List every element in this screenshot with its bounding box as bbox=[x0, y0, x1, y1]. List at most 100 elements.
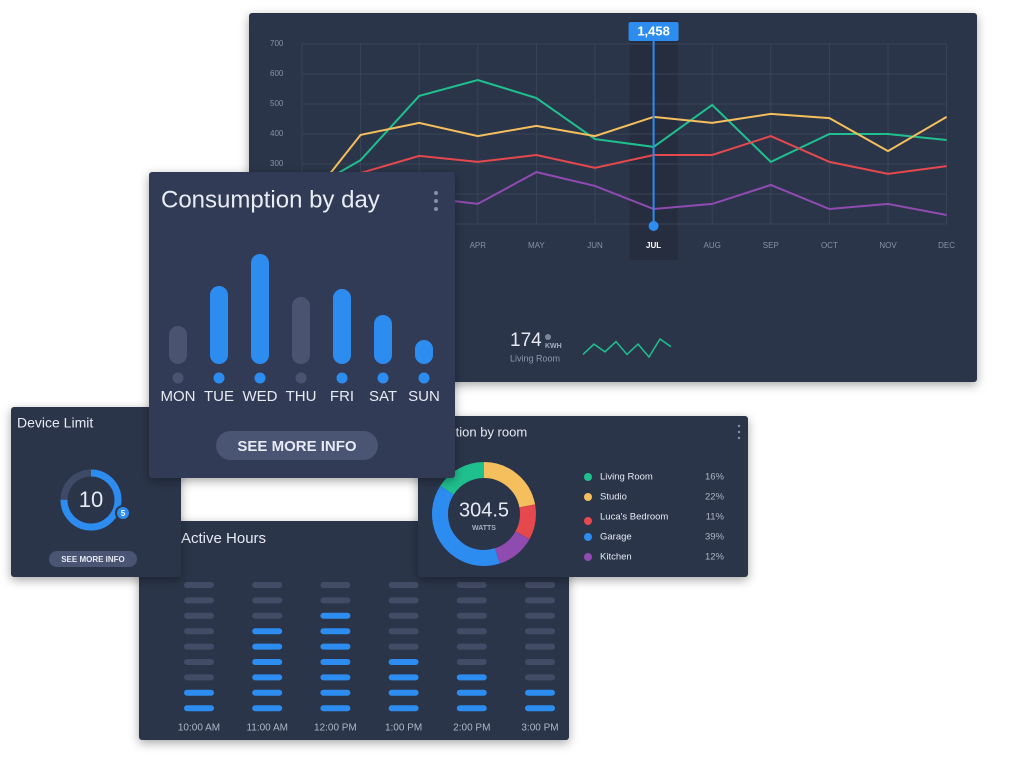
legend-label: Kitchen bbox=[600, 552, 632, 563]
hour-bar bbox=[388, 597, 419, 604]
hour-bar bbox=[252, 597, 283, 604]
legend-label: Living Room bbox=[600, 472, 653, 483]
menu-dot bbox=[434, 191, 438, 195]
legend-value: 12% bbox=[705, 552, 725, 563]
legend-value: 11% bbox=[706, 512, 725, 523]
day-bar bbox=[292, 297, 310, 364]
hour-bar-active bbox=[252, 674, 283, 681]
hour-bar bbox=[525, 628, 555, 635]
legend-dot bbox=[584, 553, 592, 561]
hour-bar bbox=[456, 659, 487, 665]
hour-bar bbox=[184, 659, 214, 665]
day-bar bbox=[415, 340, 433, 364]
gauge-arc bbox=[60, 469, 122, 531]
legend-dot bbox=[584, 473, 592, 481]
menu-dot bbox=[434, 199, 438, 203]
hour-bar bbox=[525, 643, 555, 650]
hour-bar-active bbox=[320, 689, 351, 696]
button-label: SEE MORE INFO bbox=[237, 438, 357, 455]
hour-bar-active bbox=[320, 612, 351, 619]
hour-bar bbox=[388, 643, 419, 650]
x-tick-label: 1:00 PM bbox=[385, 723, 422, 734]
legend-label: Garage bbox=[600, 532, 632, 543]
menu-dot bbox=[737, 424, 741, 428]
hour-bar-active bbox=[388, 705, 419, 712]
x-tick-label: OCT bbox=[821, 241, 838, 250]
x-tick-label: SAT bbox=[369, 388, 397, 405]
x-tick-label: MON bbox=[161, 388, 196, 405]
day-dot bbox=[295, 372, 307, 384]
y-tick-label: 600 bbox=[270, 69, 284, 78]
x-tick-label: 3:00 PM bbox=[521, 723, 558, 734]
x-tick-label: THU bbox=[286, 388, 317, 405]
hour-bar bbox=[320, 597, 351, 604]
legend-dot bbox=[584, 493, 592, 501]
card-title: Consumption by day bbox=[161, 186, 380, 213]
highlight-dot bbox=[648, 221, 659, 231]
hour-bar-active bbox=[388, 689, 419, 696]
legend-label: Luca's Bedroom bbox=[600, 512, 668, 523]
highlight-tooltip bbox=[628, 22, 679, 41]
legend-value: 39% bbox=[705, 532, 725, 543]
hour-bar bbox=[320, 582, 351, 588]
stat-unit: KWH bbox=[545, 343, 562, 350]
day-bar bbox=[251, 254, 269, 364]
legend-dot bbox=[584, 533, 592, 541]
x-tick-label: NOV bbox=[879, 241, 897, 250]
day-dot bbox=[418, 372, 430, 384]
x-tick-label: TUE bbox=[204, 388, 234, 405]
hour-bar-active bbox=[320, 643, 351, 650]
donut-segment bbox=[432, 462, 536, 566]
hour-bar-active bbox=[252, 689, 283, 696]
hour-bar-active bbox=[525, 689, 555, 696]
day-dot bbox=[377, 372, 389, 384]
data-line bbox=[301, 78, 947, 195]
x-tick-label: AUG bbox=[704, 241, 721, 250]
hour-bar-active bbox=[456, 689, 487, 696]
hour-bar bbox=[525, 612, 555, 619]
hour-bar bbox=[388, 612, 419, 619]
hour-bar bbox=[456, 597, 487, 604]
day-dot bbox=[213, 372, 225, 384]
hour-bar-active bbox=[252, 643, 283, 650]
card bbox=[11, 407, 181, 577]
hour-bar bbox=[456, 612, 487, 619]
data-line bbox=[301, 135, 947, 180]
hour-bar bbox=[388, 628, 419, 635]
donut-segment bbox=[432, 462, 536, 566]
menu-dot bbox=[434, 207, 438, 211]
day-bar bbox=[210, 286, 228, 364]
x-tick-label: 10:00 AM bbox=[178, 723, 220, 734]
x-tick-label: FRI bbox=[330, 388, 354, 405]
hour-bar bbox=[456, 628, 487, 635]
donut-total: 304.5 bbox=[459, 499, 509, 521]
sparkline bbox=[582, 337, 672, 359]
highlight-label: 1,458 bbox=[637, 23, 670, 38]
hour-bar bbox=[388, 582, 419, 588]
data-line bbox=[301, 112, 948, 210]
x-tick-label: JUN bbox=[587, 241, 603, 250]
badge bbox=[115, 505, 131, 521]
donut-segment bbox=[432, 462, 536, 566]
button[interactable] bbox=[49, 551, 137, 567]
button[interactable] bbox=[216, 431, 378, 460]
x-tick-label: WED bbox=[243, 388, 278, 405]
hour-bar-active bbox=[525, 705, 555, 712]
hour-bar-active bbox=[184, 705, 214, 712]
x-tick-label: JUL bbox=[646, 241, 661, 250]
y-tick-label: 700 bbox=[270, 39, 284, 48]
hour-bar bbox=[525, 674, 555, 681]
hour-bar bbox=[184, 612, 214, 619]
hour-bar-active bbox=[320, 705, 351, 712]
hour-bar-active bbox=[252, 628, 283, 635]
x-tick-label: 12:00 PM bbox=[314, 723, 357, 734]
hour-bar-active bbox=[456, 705, 487, 712]
hour-bar-active bbox=[320, 659, 351, 665]
y-tick-label: 300 bbox=[270, 159, 284, 168]
hour-bar-active bbox=[388, 659, 419, 665]
hour-bar-active bbox=[252, 659, 283, 665]
gauge-value: 10 bbox=[79, 487, 103, 512]
y-tick-label: 400 bbox=[270, 129, 284, 138]
hour-bar bbox=[184, 597, 214, 604]
y-tick-label: 500 bbox=[270, 99, 284, 108]
